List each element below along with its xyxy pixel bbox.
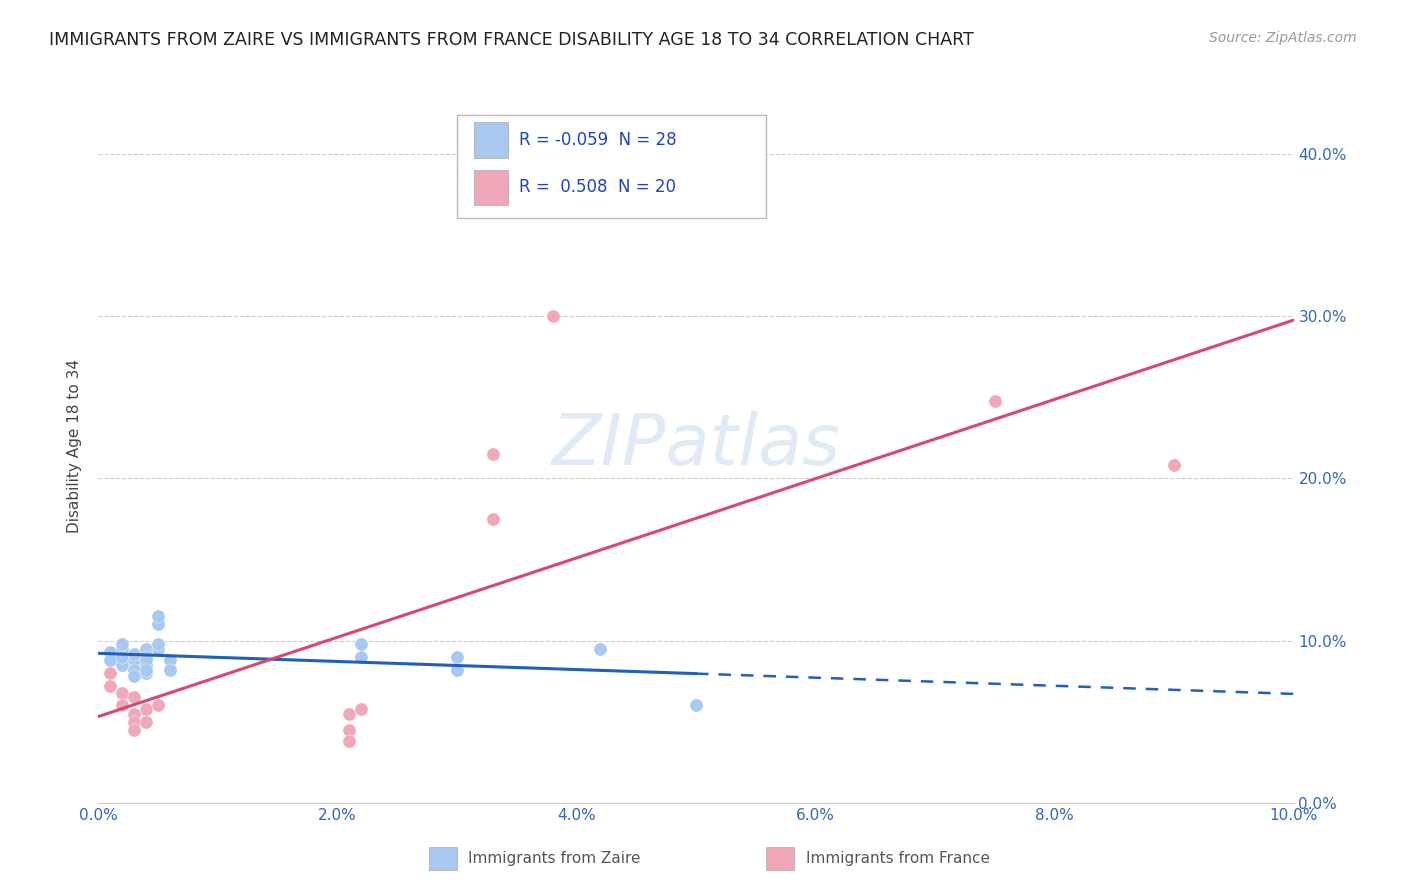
- Point: [98, 666, 122, 681]
- Point: [350, 637, 373, 651]
- Point: [685, 698, 707, 713]
- Point: [124, 714, 146, 729]
- Point: [111, 685, 134, 699]
- Point: [159, 653, 181, 667]
- Point: [124, 653, 146, 667]
- Text: Immigrants from Zaire: Immigrants from Zaire: [468, 851, 641, 866]
- Point: [984, 393, 1007, 408]
- Point: [446, 663, 468, 677]
- Point: [148, 641, 170, 656]
- Point: [135, 663, 157, 677]
- Point: [148, 637, 170, 651]
- Text: Immigrants from France: Immigrants from France: [806, 851, 990, 866]
- Point: [135, 666, 157, 681]
- Point: [135, 653, 157, 667]
- Point: [482, 447, 505, 461]
- Point: [148, 609, 170, 624]
- Point: [111, 698, 134, 713]
- Point: [541, 310, 564, 324]
- Point: [98, 653, 122, 667]
- Point: [135, 649, 157, 664]
- Text: IMMIGRANTS FROM ZAIRE VS IMMIGRANTS FROM FRANCE DISABILITY AGE 18 TO 34 CORRELAT: IMMIGRANTS FROM ZAIRE VS IMMIGRANTS FROM…: [49, 31, 974, 49]
- Point: [350, 702, 373, 716]
- Point: [124, 663, 146, 677]
- Point: [1163, 458, 1185, 473]
- Point: [111, 657, 134, 672]
- Point: [135, 657, 157, 672]
- Point: [148, 617, 170, 632]
- Point: [482, 512, 505, 526]
- Text: ZIPatlas: ZIPatlas: [551, 411, 841, 481]
- Point: [135, 714, 157, 729]
- Text: Source: ZipAtlas.com: Source: ZipAtlas.com: [1209, 31, 1357, 45]
- Point: [98, 645, 122, 659]
- Text: R =  0.508  N = 20: R = 0.508 N = 20: [519, 178, 676, 196]
- Point: [339, 706, 361, 721]
- Point: [148, 698, 170, 713]
- Y-axis label: Disability Age 18 to 34: Disability Age 18 to 34: [67, 359, 83, 533]
- Point: [589, 641, 612, 656]
- Point: [111, 649, 134, 664]
- Text: R = -0.059  N = 28: R = -0.059 N = 28: [519, 131, 676, 149]
- Point: [339, 723, 361, 737]
- Point: [339, 734, 361, 748]
- Point: [135, 641, 157, 656]
- Point: [124, 706, 146, 721]
- Point: [350, 649, 373, 664]
- Point: [98, 679, 122, 693]
- Point: [124, 723, 146, 737]
- Point: [124, 647, 146, 661]
- Point: [446, 649, 468, 664]
- Point: [124, 669, 146, 683]
- Point: [111, 641, 134, 656]
- Point: [135, 702, 157, 716]
- Point: [124, 690, 146, 705]
- Point: [159, 663, 181, 677]
- Point: [111, 637, 134, 651]
